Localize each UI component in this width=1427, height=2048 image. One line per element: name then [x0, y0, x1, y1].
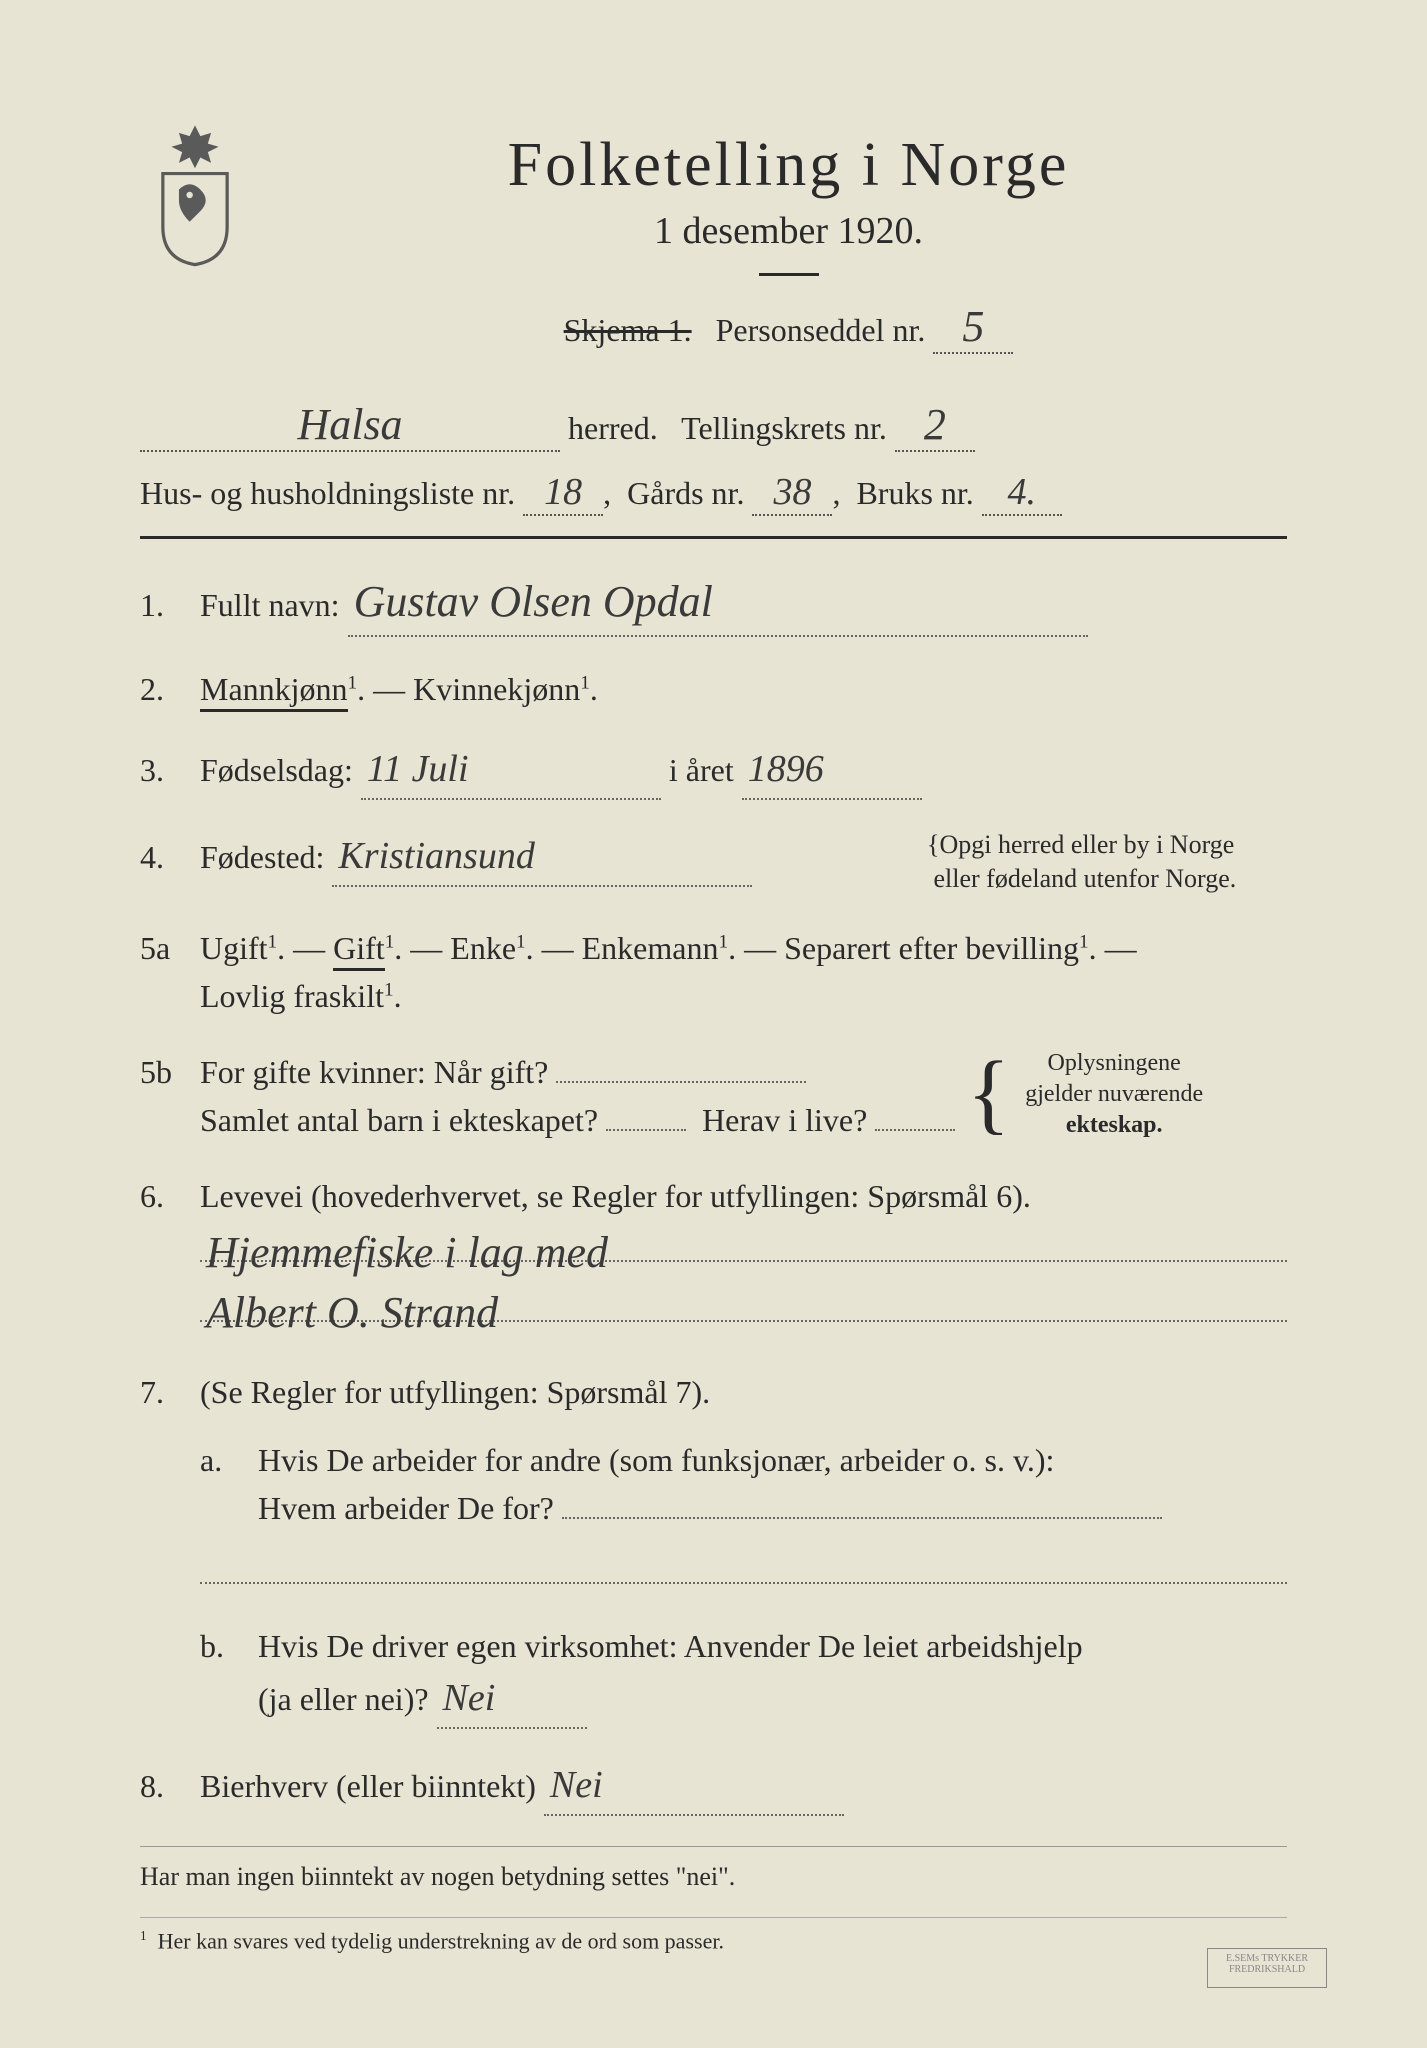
q5b-note: { Oplysningene gjelder nuværende ekteska…: [967, 1048, 1287, 1142]
levevei-line1: Hjemmefiske i lag med: [200, 1220, 1287, 1262]
title-divider: [759, 273, 819, 276]
personseddel-nr: 5: [933, 301, 1013, 354]
q1-row: 1. Fullt navn: Gustav Olsen Opdal: [140, 569, 1287, 637]
gift-selected: Gift: [333, 930, 385, 971]
printer-mark: E.SEMs TRYKKERFREDRIKSHALD: [1207, 1948, 1327, 1988]
mannkjonn-selected: Mannkjønn: [200, 671, 348, 712]
fodselsaar-value: 1896: [742, 741, 922, 800]
bruks-value: 4.: [982, 470, 1062, 516]
q4-note: {Opgi herred eller by i Norge eller føde…: [927, 828, 1287, 896]
fodselsdag-value: 11 Juli: [361, 741, 661, 800]
q5a-row: 5a Ugift1. — Gift1. — Enke1. — Enkemann1…: [140, 924, 1287, 1020]
tellingskrets-value: 2: [895, 399, 975, 452]
herred-line: Halsa herred. Tellingskrets nr. 2: [140, 399, 1287, 452]
husliste-value: 18: [523, 470, 603, 516]
footer-note: Har man ingen biinntekt av nogen betydni…: [140, 1846, 1287, 1892]
section-divider: [140, 536, 1287, 539]
q8-row: 8. Bierhverv (eller biinntekt) Nei: [140, 1757, 1287, 1816]
q3-row: 3. Fødselsdag: 11 Juli i året 1896: [140, 741, 1287, 800]
q7-row: 7. (Se Regler for utfyllingen: Spørsmål …: [140, 1368, 1287, 1729]
bierhverv-value: Nei: [544, 1757, 844, 1816]
q6-row: 6. Levevei (hovederhvervet, se Regler fo…: [140, 1172, 1287, 1340]
q4-row: 4. {Opgi herred eller by i Norge eller f…: [140, 828, 1287, 896]
q2-row: 2. Mannkjønn1. — Kvinnekjønn1.: [140, 665, 1287, 713]
q7b-value: Nei: [437, 1670, 587, 1729]
q5b-row: 5b { Oplysningene gjelder nuværende ekte…: [140, 1048, 1287, 1144]
husliste-line: Hus- og husholdningsliste nr. 18, Gårds …: [140, 470, 1287, 516]
fodested-value: Kristiansund: [332, 828, 752, 887]
subtitle: 1 desember 1920.: [290, 209, 1287, 253]
levevei-line2: Albert O. Strand: [200, 1280, 1287, 1322]
norwegian-crest: [140, 120, 250, 270]
fullt-navn-value: Gustav Olsen Opdal: [348, 569, 1088, 637]
gards-value: 38: [752, 470, 832, 516]
main-title: Folketelling i Norge: [290, 130, 1287, 201]
footnote: 1 Her kan svares ved tydelig understrekn…: [140, 1917, 1287, 1954]
herred-value: Halsa: [140, 399, 560, 452]
skjema-line: Skjema 1. Personseddel nr. 5: [290, 301, 1287, 354]
